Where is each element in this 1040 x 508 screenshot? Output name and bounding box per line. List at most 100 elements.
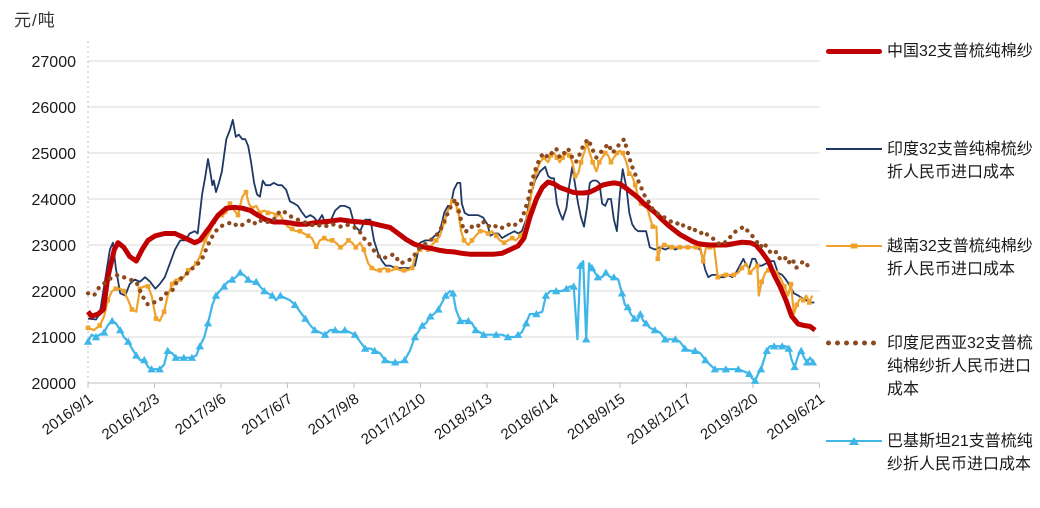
series-marker-square [650, 224, 655, 229]
series-marker-square [501, 240, 507, 245]
series-marker-triangle [464, 316, 473, 325]
series-marker-triangle [690, 346, 700, 354]
series-marker-square [518, 233, 523, 239]
series-marker-triangle [140, 356, 149, 364]
series-marker-triangle [236, 268, 245, 276]
series-marker-square [794, 302, 800, 308]
series-marker-square [297, 228, 303, 234]
x-tick-label: 2019/3/20 [697, 390, 761, 443]
x-tick-label: 2018/9/15 [564, 390, 628, 443]
series-marker-triangle [187, 353, 197, 361]
series-marker-square [597, 159, 602, 165]
series-marker-square [385, 268, 391, 273]
series-marker-triangle [710, 365, 720, 373]
series-marker-triangle [756, 365, 766, 373]
legend-item: 越南32支普梳纯棉纱折人民币进口成本 [826, 235, 1035, 281]
series-marker-triangle [587, 264, 597, 272]
series-marker-square [322, 235, 327, 241]
series-marker-square [469, 238, 475, 243]
series-marker-square [361, 247, 367, 252]
series-marker-triangle [418, 321, 427, 329]
series-marker-triangle [252, 277, 261, 285]
series-marker-square [526, 210, 531, 216]
series-marker-square [731, 272, 737, 278]
x-tick-label: 2018/12/17 [624, 390, 695, 448]
legend-marker-triangle [826, 430, 882, 452]
series-marker-square [137, 286, 143, 291]
series-marker-triangle [147, 365, 156, 373]
series-marker-triangle [107, 316, 117, 325]
series-marker-triangle [391, 358, 400, 366]
y-tick-label: 24000 [32, 192, 77, 209]
series-marker-square [677, 245, 683, 250]
legend-marker-square [826, 235, 882, 257]
series-marker-square [700, 258, 706, 264]
series-marker-triangle [276, 291, 285, 299]
series-marker-triangle [116, 326, 125, 334]
y-tick-label: 23000 [32, 238, 77, 255]
series-marker-triangle [808, 358, 818, 366]
series-marker-square [169, 281, 175, 287]
series-marker-triangle [124, 337, 133, 345]
legend-item: 印度尼西亚32支普梳纯棉纱折人民币进口成本 [826, 332, 1035, 401]
series-marker-triangle [361, 344, 370, 352]
series-marker-square [369, 265, 375, 271]
series-marker-square [572, 173, 578, 179]
series-marker-triangle [750, 376, 760, 384]
series-marker-square [747, 270, 753, 275]
series-marker-triangle [441, 291, 450, 299]
series-marker-triangle [513, 330, 523, 338]
series-marker-triangle [492, 330, 501, 338]
series-marker-square [801, 297, 806, 303]
series-marker-triangle [479, 330, 488, 338]
y-tick-label: 25000 [32, 146, 77, 163]
series-marker-triangle [410, 333, 420, 341]
series-marker-square [289, 226, 295, 232]
legend: 中国32支普梳纯棉纱 印度32支普纯棉梳纱折人民币进口成本 越南32支普梳纯棉纱折人… [826, 0, 1038, 508]
y-tick-label: 27000 [32, 54, 77, 71]
legend-marker-dots [826, 332, 882, 354]
series-marker-square [548, 153, 554, 158]
series-marker-triangle [762, 346, 771, 354]
series-marker-triangle [179, 353, 188, 361]
series-marker-square [97, 323, 102, 328]
series-marker-triangle [426, 312, 435, 320]
series-marker-square [755, 263, 760, 268]
series-marker-triangle [350, 330, 360, 338]
legend-label: 中国32支普梳纯棉纱 [887, 43, 1033, 60]
series-marker-square [202, 238, 208, 243]
legend-label: 印度尼西亚32支普梳纯棉纱折人民币进口成本 [887, 335, 1033, 398]
series-marker-square [602, 150, 608, 156]
series-marker-triangle [448, 289, 458, 297]
series-marker-square [377, 268, 383, 273]
series-marker-triangle [203, 319, 213, 327]
y-tick-label: 22000 [32, 284, 77, 301]
series-marker-square [655, 256, 661, 262]
x-tick-label: 2016/12/3 [99, 390, 163, 443]
series-marker-triangle [244, 275, 253, 283]
x-tick-label: 2019/6/21 [764, 390, 828, 443]
series-marker-square [235, 212, 241, 218]
series-marker-triangle [552, 287, 561, 295]
series-marker-square [510, 235, 515, 241]
series-marker-square [541, 155, 546, 160]
series-marker-triangle [701, 356, 710, 364]
series-marker-square [693, 245, 699, 250]
series-marker-square [305, 233, 311, 239]
series-line [87, 119, 815, 321]
series-marker-triangle [790, 362, 799, 371]
series-marker-triangle [650, 326, 660, 334]
series-marker-triangle [380, 356, 390, 364]
series-marker-triangle [721, 365, 731, 373]
series-marker-square [477, 228, 483, 234]
series-marker-triangle [623, 303, 632, 311]
series-line [87, 141, 814, 332]
series-marker-square [353, 245, 358, 250]
series-marker-triangle [331, 326, 340, 334]
series-marker-triangle [260, 287, 269, 295]
series-line [85, 137, 815, 307]
series-marker-triangle [802, 358, 812, 366]
series-marker-square [145, 284, 151, 289]
series-marker-square [113, 286, 119, 291]
y-tick-label: 26000 [32, 100, 77, 117]
